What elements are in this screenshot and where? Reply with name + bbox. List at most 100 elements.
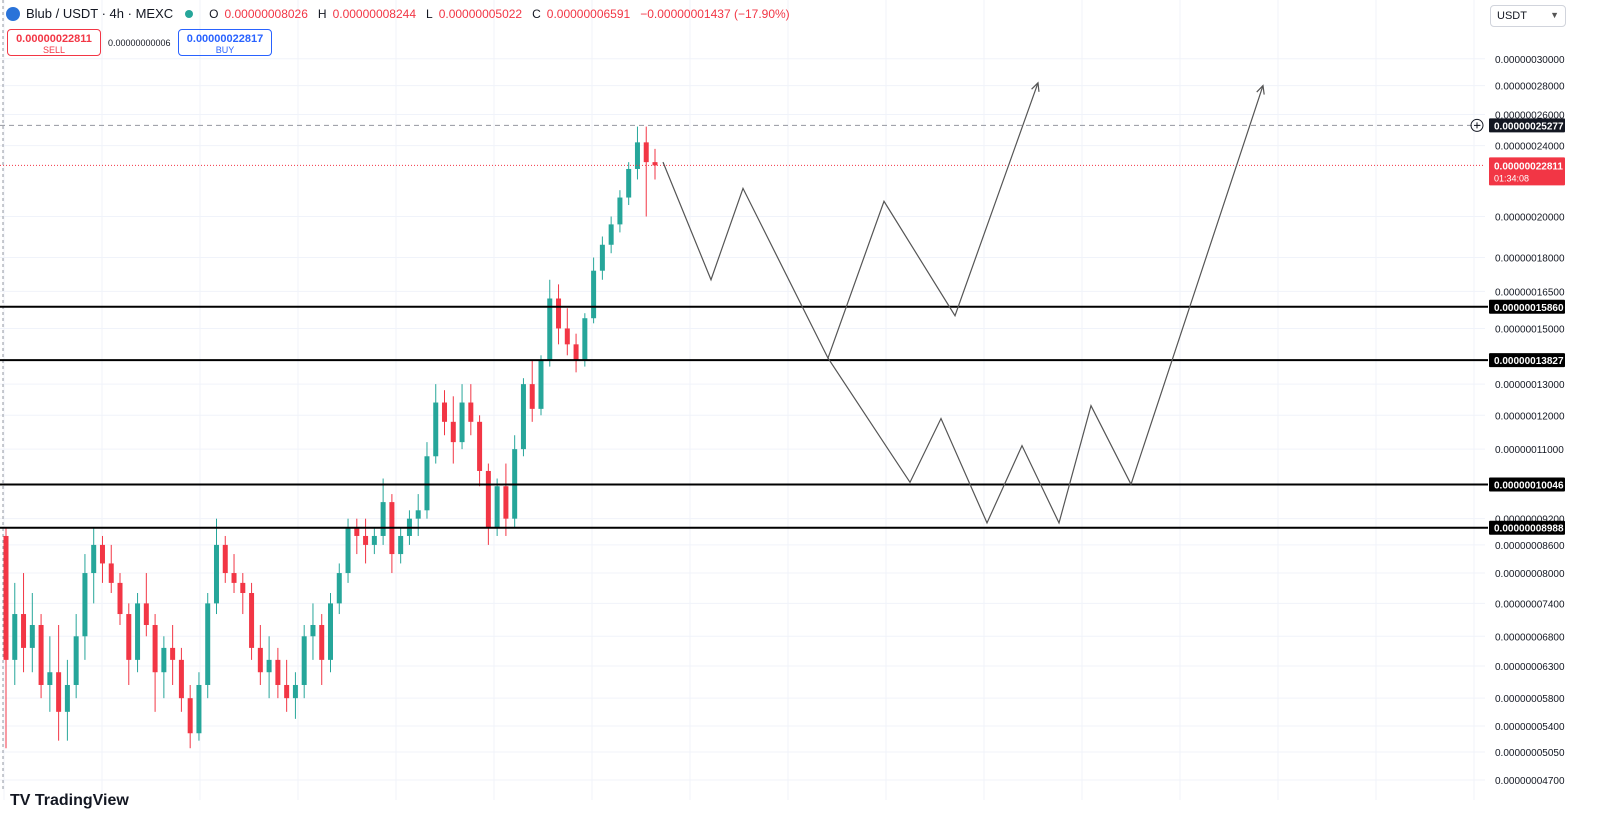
spread-value: 0.00000000006 [108, 38, 171, 48]
current-price-label-background [1489, 157, 1565, 186]
candle-body [196, 684, 202, 734]
candle-body [213, 544, 219, 604]
candle-body [29, 625, 35, 648]
ohlc-close-key: C [532, 6, 541, 21]
price-axis-tick-label: 0.00000012000 [1495, 411, 1565, 422]
candle-body [64, 684, 70, 712]
candle-body [433, 402, 439, 457]
projection-arrowhead [1031, 81, 1040, 92]
candle-body [468, 402, 474, 422]
currency-select-value: USDT [1497, 10, 1527, 22]
candle-body [556, 298, 562, 329]
candle-body [529, 384, 535, 409]
candle-body [643, 142, 649, 163]
candle-body [626, 168, 632, 198]
ohlc-low-value: 0.00000005022 [438, 6, 523, 21]
sell-price: 0.00000022811 [16, 33, 92, 45]
sell-label: SELL [42, 45, 66, 55]
price-axis-tick-label: 0.00000007400 [1495, 599, 1565, 610]
candle-body [266, 659, 272, 673]
add-alert-plus-icon[interactable] [1470, 118, 1484, 132]
price-axis-tick-label: 0.00000013000 [1495, 380, 1565, 391]
projection-arrowhead [1256, 84, 1265, 95]
level-price-label: 0.00000008988 [1489, 520, 1565, 535]
chart-grid [0, 0, 1485, 800]
projection-path-upper [662, 82, 1039, 360]
candle-body [459, 402, 465, 443]
candle-body [485, 470, 491, 528]
ohlc-open-value: 0.00000008026 [224, 6, 308, 21]
candle-body [292, 684, 298, 699]
candle-body [222, 544, 228, 574]
price-axis-tick-label: 0.00000024000 [1495, 142, 1565, 153]
ohlc-high-value: 0.00000008244 [332, 6, 416, 21]
candle-body [73, 636, 79, 685]
price-axis-tick-label: 0.00000026000 [1495, 110, 1565, 121]
candle-body [3, 535, 9, 660]
support-resistance-levels [0, 124, 1488, 529]
candle-body [494, 486, 500, 528]
candle-body [56, 672, 62, 712]
symbol-title[interactable]: Blub / USDT · 4h · MEXC [26, 6, 174, 21]
plus-circle [1470, 118, 1484, 132]
candle-body [450, 421, 456, 443]
candle-body [310, 625, 316, 637]
price-axis-tick-label: 0.00000028000 [1495, 82, 1565, 93]
crosshair-price-label-background [1489, 118, 1565, 133]
candle-body [599, 244, 605, 271]
candle-body [135, 603, 141, 660]
level-price-label-background [1489, 299, 1565, 314]
level-price-label-text: 0.00000015860 [1494, 303, 1564, 314]
price-axis-tick-label: 0.00000016500 [1495, 287, 1565, 298]
crosshair-price-label-text: 0.00000025277 [1494, 121, 1564, 132]
ohlc-low-key: L [426, 6, 433, 21]
candle-body [301, 636, 307, 685]
ohlc-open-key: O [209, 6, 219, 21]
buy-label: BUY [215, 45, 235, 55]
sell-button[interactable]: 0.00000022811 SELL [7, 29, 101, 56]
level-price-label: 0.00000013827 [1489, 353, 1565, 368]
level-price-label-background [1489, 477, 1565, 492]
projection-path-lower [827, 85, 1264, 525]
candle-body [503, 486, 509, 519]
price-axis-tick-label: 0.00000005800 [1495, 694, 1565, 705]
candle-body [354, 527, 360, 536]
candle-body [442, 402, 448, 422]
level-price-label: 0.00000015860 [1489, 299, 1565, 314]
candle-body [371, 535, 377, 545]
candle-body [591, 270, 597, 319]
candle-body [415, 510, 421, 519]
candle-body [547, 298, 553, 361]
candle-body [117, 582, 123, 615]
buy-button[interactable]: 0.00000022817 BUY [178, 29, 272, 56]
blub-logo-icon [6, 6, 20, 21]
price-axis-tick-label: 0.00000030000 [1495, 55, 1565, 66]
candle-body [178, 659, 184, 699]
candle-body [398, 535, 404, 555]
candle-body [328, 603, 333, 660]
level-price-label-background [1489, 353, 1565, 368]
symbol-legend: Blub / USDT · 4h · MEXC O 0.00000008026 H… [6, 6, 794, 21]
candle-body [275, 659, 281, 685]
currency-select[interactable]: USDT ▼ [1490, 5, 1566, 27]
candle-body [205, 603, 211, 685]
candlestick-series [3, 126, 658, 749]
candle-body [38, 625, 44, 685]
candle-body [424, 456, 430, 511]
price-axis-tick-label: 0.00000011000 [1495, 445, 1564, 456]
ohlc-high-key: H [317, 6, 327, 21]
price-axis[interactable]: 0.000000300000.000000280000.000000260000… [1470, 55, 1565, 787]
candle-body [231, 573, 237, 583]
price-change: −0.00000001437 (−17.90%) [640, 6, 790, 21]
candle-body [152, 625, 158, 673]
candle-body [249, 593, 255, 648]
candle-body [582, 318, 588, 361]
price-axis-tick-label: 0.00000004700 [1495, 776, 1565, 787]
level-price-label: 0.00000010046 [1489, 477, 1565, 492]
candle-body [652, 162, 658, 166]
candle-body [12, 614, 18, 660]
candle-body [617, 197, 623, 225]
candle-body [538, 360, 544, 409]
level-price-label-text: 0.00000008988 [1494, 524, 1564, 535]
